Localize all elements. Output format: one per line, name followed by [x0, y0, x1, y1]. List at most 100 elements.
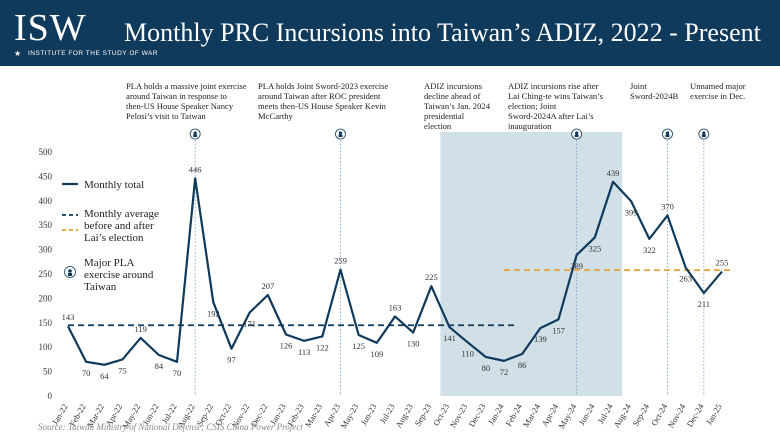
- y-tick-label: 350: [39, 220, 53, 230]
- annotation: Joint Sword-2024B: [630, 81, 678, 101]
- data-label: 126: [280, 341, 293, 351]
- data-label: 80: [482, 363, 491, 373]
- annotation: ADIZ incursions decline ahead of Taiwan’s …: [424, 81, 491, 131]
- data-label: 70: [82, 368, 91, 378]
- data-label: 399: [625, 207, 638, 217]
- annotation: ADIZ incursions rise after Lai Ching-te w…: [508, 81, 604, 131]
- annotation-line: exercise in Dec.: [690, 91, 745, 101]
- data-label: 72: [500, 367, 509, 377]
- annotation: PLA holds a massive joint exercise around…: [126, 81, 247, 121]
- y-tick-label: 200: [39, 293, 53, 303]
- y-tick-label: 0: [48, 391, 53, 401]
- pla-exercise-marker-icon-head: [665, 131, 670, 135]
- data-label: 97: [227, 355, 236, 365]
- annotation-line: PLA holds Joint Sword-2023 exercise: [258, 81, 389, 91]
- x-tick-label: May-23: [338, 402, 360, 430]
- data-label: 163: [389, 302, 402, 312]
- legend-exercise-icon-body: [68, 273, 72, 276]
- data-label: 141: [443, 333, 456, 343]
- source-note: Source: Taiwan Ministry of National Defe…: [38, 422, 303, 432]
- x-tick-label: Nov-23: [448, 402, 470, 430]
- data-label: 84: [155, 361, 164, 371]
- legend-major-exercise: Major PLA exercise around Taiwan: [84, 257, 154, 293]
- data-label: 370: [661, 201, 674, 211]
- annotation-line: presidential: [424, 111, 465, 121]
- annotation-line: meets then-US House Speaker Kevin: [258, 101, 387, 111]
- pla-exercise-marker-icon-head: [702, 131, 706, 135]
- annotation: Unnamed major exercise in Dec.: [690, 81, 746, 101]
- x-tick-label: Aug-23: [393, 402, 415, 430]
- annotation-line: Joint: [630, 81, 647, 91]
- annotation-line: ADIZ incursions rise after: [508, 81, 599, 91]
- x-tick-label: Dec-24: [684, 401, 706, 428]
- data-label: 192: [207, 308, 220, 318]
- annotation-line: Taiwan’s Jan. 2024: [424, 101, 491, 111]
- data-label: 109: [370, 349, 383, 359]
- data-label: 143: [62, 312, 75, 322]
- legend-major-exercise-line: exercise around: [84, 269, 154, 281]
- annotation-line: Unnamed major: [690, 81, 746, 91]
- y-tick-label: 400: [39, 196, 53, 206]
- data-label: 130: [407, 339, 420, 349]
- logo-text: ISW: [14, 7, 87, 49]
- x-tick-label: Nov-24: [666, 401, 688, 429]
- x-tick-label: Jun-23: [358, 402, 378, 427]
- pla-exercise-marker-icon-head: [338, 131, 343, 135]
- annotation-line: then-US House Speaker Nancy: [126, 101, 234, 111]
- data-label: 289: [570, 261, 583, 271]
- annotation-line: election: [424, 121, 452, 131]
- data-label: 207: [261, 281, 274, 291]
- annotation-line: Sword-2024A after Lai’s: [508, 111, 594, 121]
- pla-exercise-marker-icon-body: [665, 134, 670, 137]
- pla-exercise-marker-icon-body: [338, 134, 343, 137]
- x-tick-label: Sep-23: [412, 402, 433, 428]
- y-tick-label: 300: [39, 245, 53, 255]
- x-tick-label: Sep-24: [630, 401, 651, 428]
- y-tick-label: 100: [39, 342, 53, 352]
- legend-monthly-average: Monthly average before and after Lai’s ele…: [84, 208, 159, 244]
- data-label: 325: [588, 243, 601, 253]
- data-label: 439: [607, 168, 620, 178]
- data-label: 322: [643, 245, 656, 255]
- x-tick-label: Jan-25: [704, 402, 724, 427]
- data-label: 86: [518, 360, 527, 370]
- data-label: 446: [189, 164, 202, 174]
- x-tick-label: Mar-24: [521, 401, 543, 429]
- annotation-line: Pelosi’s visit to Taiwan: [126, 111, 206, 121]
- monthly-total-line: [67, 177, 723, 366]
- y-tick-label: 500: [39, 147, 53, 157]
- x-tick-label: Jun-24: [576, 401, 597, 427]
- isw-logo: ISW ★ INSTITUTE FOR THE STUDY OF WAR: [14, 7, 158, 60]
- annotation-line: inauguration: [508, 121, 552, 131]
- data-label: 139: [534, 334, 547, 344]
- pla-exercise-marker-icon-head: [575, 131, 579, 135]
- data-label: 211: [698, 299, 710, 309]
- legend-major-exercise-line: Major PLA: [84, 257, 134, 269]
- data-label: 171: [243, 319, 256, 329]
- x-tick-label: Dec-23: [466, 402, 487, 429]
- legend-exercise-icon-head: [68, 269, 72, 273]
- y-tick-label: 450: [39, 171, 53, 181]
- legend-monthly-total: Monthly total: [84, 179, 144, 191]
- data-label: 113: [298, 347, 310, 357]
- legend-monthly-average-line: before and after: [84, 220, 154, 232]
- x-tick-label: Mar-23: [303, 402, 324, 429]
- annotation-line: around Taiwan after ROC president: [258, 91, 381, 101]
- x-tick-label: Aug-24: [611, 401, 633, 429]
- annotation: PLA holds Joint Sword-2023 exercise aroun…: [258, 81, 389, 121]
- legend-monthly-average-line: Lai’s election: [84, 232, 144, 244]
- data-label: 110: [461, 348, 473, 358]
- shaded-period: [513, 132, 623, 396]
- incursions-chart: 0 50 100 150 200 250 300 350 400 450 500 143 70 64 75 1…: [39, 81, 746, 430]
- annotation-line: McCarthy: [258, 111, 294, 121]
- data-label: 125: [352, 341, 365, 351]
- chart-title: Monthly PRC Incursions into Taiwan’s ADI…: [124, 18, 761, 47]
- pla-exercise-marker-icon-body: [193, 134, 198, 137]
- y-tick-label: 150: [39, 318, 53, 328]
- legend-major-exercise-line: Taiwan: [84, 281, 117, 293]
- data-label: 70: [173, 368, 182, 378]
- legend-monthly-average-line: Monthly average: [84, 208, 159, 220]
- annotation-line: decline ahead of: [424, 91, 480, 101]
- y-tick-label: 50: [43, 367, 53, 377]
- pla-exercise-marker-icon-body: [574, 134, 579, 137]
